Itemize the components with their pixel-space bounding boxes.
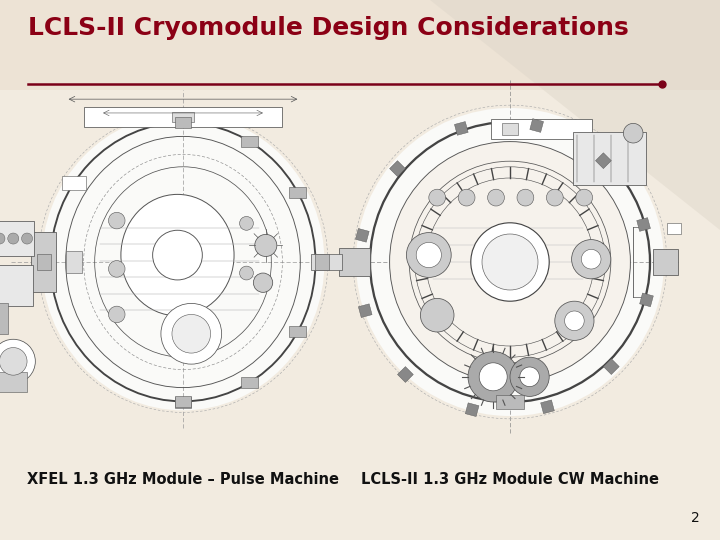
Circle shape: [480, 363, 507, 391]
Bar: [0, 303, 8, 334]
Circle shape: [22, 233, 32, 244]
Circle shape: [0, 348, 27, 375]
Bar: [390, 161, 405, 177]
Circle shape: [555, 301, 594, 340]
Text: LCLS-II 1.3 GHz Module CW Machine: LCLS-II 1.3 GHz Module CW Machine: [361, 472, 659, 488]
Circle shape: [482, 234, 538, 290]
Polygon shape: [430, 0, 720, 230]
Circle shape: [109, 212, 125, 229]
Bar: [289, 326, 306, 337]
Circle shape: [356, 108, 664, 416]
Bar: [541, 400, 554, 414]
Bar: [639, 293, 653, 307]
Bar: [31, 232, 56, 292]
Bar: [37, 254, 50, 271]
Circle shape: [109, 261, 125, 277]
Bar: [172, 112, 194, 122]
Bar: [315, 254, 329, 271]
Circle shape: [429, 189, 446, 206]
Circle shape: [172, 314, 210, 353]
Bar: [356, 228, 369, 242]
Bar: [359, 304, 372, 318]
Bar: [241, 377, 258, 388]
Bar: [0, 90, 720, 540]
Text: LCLS-II Cryomodule Design Considerations: LCLS-II Cryomodule Design Considerations: [28, 16, 629, 40]
Circle shape: [576, 189, 593, 206]
Circle shape: [161, 303, 222, 364]
Bar: [62, 177, 86, 190]
Circle shape: [416, 242, 441, 268]
Circle shape: [406, 233, 451, 278]
Circle shape: [240, 217, 253, 230]
Circle shape: [468, 352, 518, 402]
Circle shape: [458, 189, 475, 206]
Bar: [0, 373, 27, 392]
Circle shape: [487, 189, 505, 206]
Circle shape: [546, 189, 563, 206]
Bar: [653, 249, 678, 275]
Bar: [496, 395, 524, 409]
Text: XFEL 1.3 GHz Module – Pulse Machine: XFEL 1.3 GHz Module – Pulse Machine: [27, 472, 339, 488]
Circle shape: [582, 249, 601, 269]
Circle shape: [109, 306, 125, 323]
Circle shape: [253, 273, 273, 292]
Bar: [289, 187, 306, 198]
Bar: [595, 153, 611, 168]
Circle shape: [420, 299, 454, 332]
Bar: [66, 251, 82, 273]
Circle shape: [8, 233, 19, 244]
Circle shape: [390, 141, 631, 382]
Bar: [0, 265, 32, 306]
Bar: [175, 397, 192, 408]
Circle shape: [240, 266, 253, 280]
Circle shape: [255, 234, 277, 256]
Bar: [603, 359, 619, 375]
Bar: [491, 119, 592, 139]
Circle shape: [572, 240, 611, 279]
Circle shape: [0, 339, 35, 383]
Bar: [530, 119, 544, 132]
Circle shape: [0, 233, 5, 244]
Bar: [465, 403, 479, 416]
Circle shape: [471, 223, 549, 301]
Circle shape: [153, 230, 202, 280]
Circle shape: [510, 357, 549, 396]
Bar: [397, 367, 413, 382]
Bar: [573, 132, 646, 185]
Bar: [175, 396, 192, 407]
Bar: [0, 0, 720, 90]
Bar: [667, 223, 681, 234]
Bar: [339, 248, 370, 276]
Bar: [502, 123, 518, 135]
Bar: [454, 122, 468, 135]
Bar: [311, 254, 342, 271]
Ellipse shape: [42, 113, 325, 410]
Bar: [175, 117, 192, 128]
Bar: [636, 218, 650, 231]
Text: 2: 2: [691, 511, 700, 525]
Bar: [84, 107, 282, 127]
Bar: [0, 221, 34, 256]
Circle shape: [564, 311, 584, 330]
Circle shape: [517, 189, 534, 206]
Circle shape: [624, 124, 643, 143]
Bar: [241, 136, 258, 147]
Circle shape: [520, 367, 539, 387]
Ellipse shape: [121, 194, 234, 316]
